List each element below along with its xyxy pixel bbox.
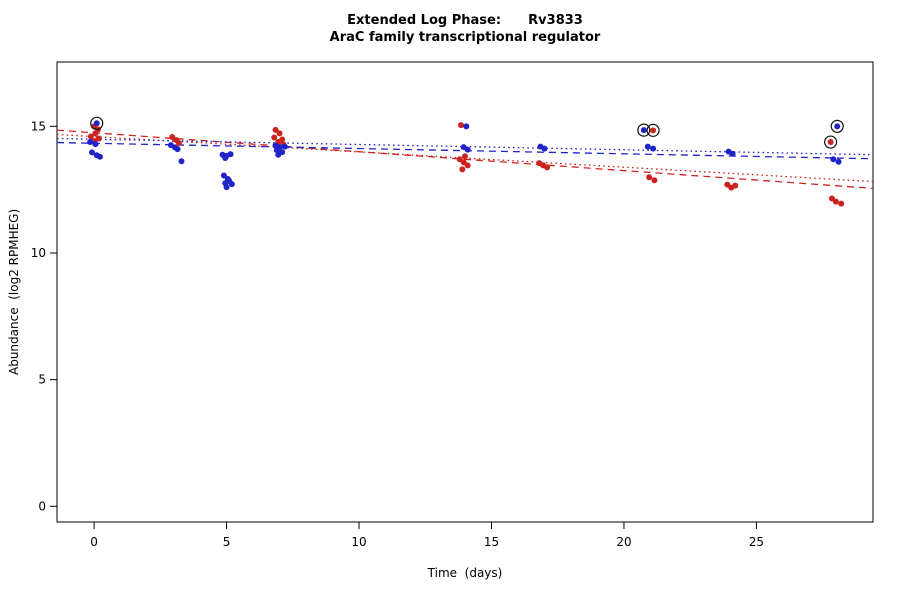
data-point	[227, 151, 234, 158]
data-point	[275, 151, 282, 158]
data-point	[732, 182, 739, 189]
x-tick-label: 5	[223, 535, 231, 549]
outlier-point	[827, 139, 834, 146]
data-point	[222, 155, 229, 162]
x-axis: 0 5 10 15 20 25	[90, 522, 764, 549]
y-tick-label: 0	[38, 499, 46, 513]
data-point	[646, 174, 653, 181]
data-point	[650, 145, 657, 152]
data-point	[87, 133, 94, 140]
data-point	[175, 140, 182, 147]
x-tick-label: 15	[484, 535, 499, 549]
data-point	[832, 198, 839, 205]
data-point	[178, 158, 185, 165]
x-tick-label: 20	[616, 535, 631, 549]
x-tick-label: 25	[749, 535, 764, 549]
data-point	[464, 146, 471, 153]
y-tick-label: 10	[31, 246, 46, 260]
data-point	[459, 166, 466, 173]
outlier-ring	[646, 123, 660, 137]
data-point	[835, 158, 842, 165]
data-point	[273, 147, 280, 154]
data-point	[96, 153, 103, 160]
x-axis-label: Time (days)	[427, 566, 503, 580]
data-point	[281, 143, 288, 150]
outlier-point	[93, 120, 100, 127]
data-point	[462, 153, 468, 160]
y-tick-label: 5	[38, 373, 46, 387]
y-axis: 0 5 10 15	[31, 119, 57, 513]
outlier-ring	[637, 123, 651, 137]
data-point	[220, 172, 227, 179]
data-point	[651, 177, 658, 184]
data-point	[830, 156, 837, 163]
data-point	[87, 139, 94, 146]
data-point	[272, 126, 279, 133]
chart-subtitle: AraC family transcriptional regulator	[329, 30, 601, 45]
data-point	[88, 149, 95, 156]
data-point	[838, 200, 845, 207]
data-point	[92, 130, 99, 137]
data-point	[458, 122, 465, 129]
outlier-rings	[90, 116, 844, 149]
data-point	[174, 146, 181, 153]
points-red	[87, 122, 845, 207]
data-point	[92, 141, 99, 148]
outlier-ring	[830, 119, 844, 133]
points-blue	[87, 123, 842, 191]
data-point	[644, 143, 651, 150]
outlier-ring	[90, 116, 104, 130]
data-point	[271, 134, 278, 141]
outlier-point	[640, 127, 647, 134]
data-point	[544, 164, 551, 171]
data-point	[226, 178, 233, 185]
plot-box	[56, 61, 874, 523]
outlier-point	[650, 127, 657, 134]
chart-title: Extended Log Phase: Rv3833	[347, 13, 583, 28]
outlier-point	[834, 123, 841, 130]
y-tick-label: 15	[31, 119, 46, 133]
x-tick-label: 0	[90, 535, 98, 549]
x-tick-label: 10	[351, 535, 366, 549]
data-point	[541, 145, 548, 152]
data-point	[223, 184, 230, 191]
trend-line-red-dashed	[56, 129, 874, 190]
data-point	[276, 130, 283, 137]
outlier-ring	[824, 135, 838, 149]
data-point	[463, 123, 470, 130]
data-point	[729, 150, 736, 157]
data-point	[464, 162, 471, 169]
